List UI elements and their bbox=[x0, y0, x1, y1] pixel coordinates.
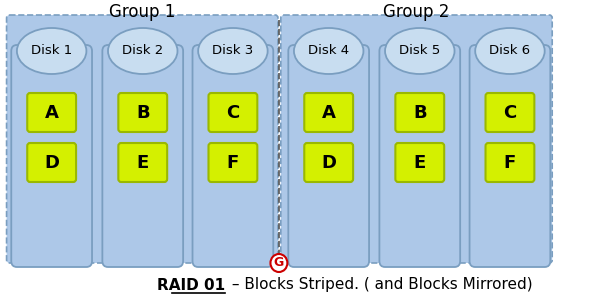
Ellipse shape bbox=[198, 28, 268, 74]
Text: D: D bbox=[321, 153, 336, 172]
FancyBboxPatch shape bbox=[119, 143, 167, 182]
FancyBboxPatch shape bbox=[102, 45, 183, 267]
Text: Disk 2: Disk 2 bbox=[122, 44, 163, 57]
Text: D: D bbox=[44, 153, 59, 172]
Text: Disk 5: Disk 5 bbox=[399, 44, 440, 57]
FancyBboxPatch shape bbox=[289, 45, 369, 267]
FancyBboxPatch shape bbox=[486, 143, 535, 182]
Text: F: F bbox=[227, 153, 239, 172]
FancyBboxPatch shape bbox=[304, 93, 353, 132]
Ellipse shape bbox=[17, 28, 86, 74]
Text: RAID 01: RAID 01 bbox=[158, 278, 225, 293]
FancyBboxPatch shape bbox=[6, 15, 278, 263]
FancyBboxPatch shape bbox=[27, 143, 76, 182]
FancyBboxPatch shape bbox=[304, 143, 353, 182]
Text: A: A bbox=[45, 104, 58, 121]
Text: G: G bbox=[274, 256, 284, 269]
Text: E: E bbox=[414, 153, 426, 172]
Text: B: B bbox=[413, 104, 427, 121]
Ellipse shape bbox=[385, 28, 454, 74]
FancyBboxPatch shape bbox=[395, 93, 444, 132]
FancyBboxPatch shape bbox=[486, 93, 535, 132]
FancyBboxPatch shape bbox=[379, 45, 460, 267]
Text: Disk 3: Disk 3 bbox=[212, 44, 254, 57]
Text: C: C bbox=[227, 104, 240, 121]
Ellipse shape bbox=[108, 28, 178, 74]
FancyBboxPatch shape bbox=[395, 143, 444, 182]
Ellipse shape bbox=[475, 28, 545, 74]
FancyBboxPatch shape bbox=[27, 93, 76, 132]
FancyBboxPatch shape bbox=[192, 45, 273, 267]
Text: Disk 4: Disk 4 bbox=[308, 44, 349, 57]
FancyBboxPatch shape bbox=[11, 45, 92, 267]
Text: F: F bbox=[504, 153, 516, 172]
FancyBboxPatch shape bbox=[470, 45, 550, 267]
Ellipse shape bbox=[294, 28, 363, 74]
FancyBboxPatch shape bbox=[281, 15, 552, 263]
Circle shape bbox=[270, 254, 287, 272]
Text: – Blocks Striped. ( and Blocks Mirrored): – Blocks Striped. ( and Blocks Mirrored) bbox=[227, 278, 533, 293]
Text: Group 1: Group 1 bbox=[109, 3, 175, 21]
Text: A: A bbox=[322, 104, 336, 121]
FancyBboxPatch shape bbox=[208, 143, 257, 182]
FancyBboxPatch shape bbox=[119, 93, 167, 132]
Text: B: B bbox=[136, 104, 149, 121]
Text: Group 2: Group 2 bbox=[384, 3, 450, 21]
Text: Disk 6: Disk 6 bbox=[489, 44, 530, 57]
FancyBboxPatch shape bbox=[208, 93, 257, 132]
Text: Disk 1: Disk 1 bbox=[31, 44, 73, 57]
Text: C: C bbox=[503, 104, 517, 121]
Text: E: E bbox=[137, 153, 149, 172]
